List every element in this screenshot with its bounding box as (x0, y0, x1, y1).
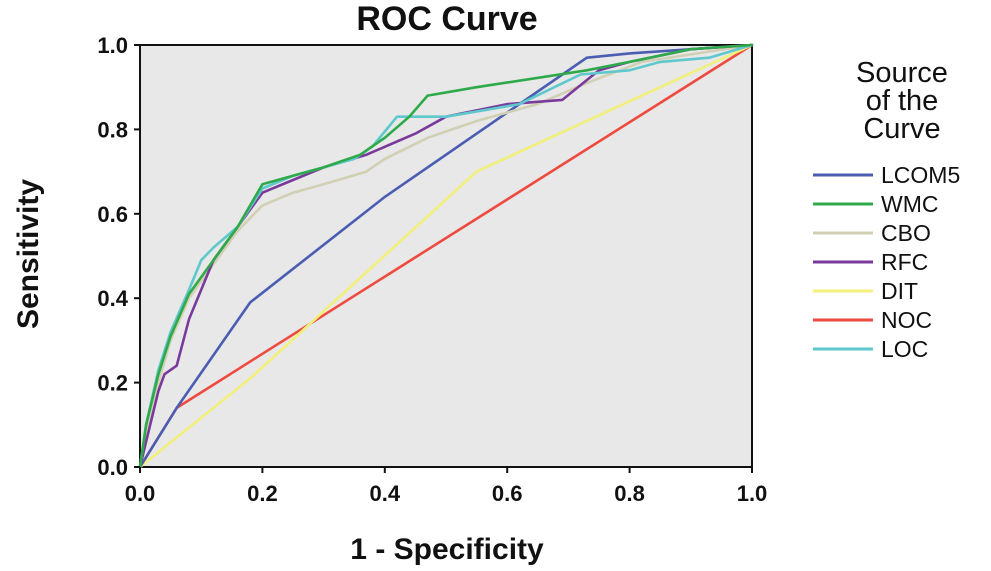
legend-label-dit: DIT (881, 278, 918, 304)
legend: Source of the Curve LCOM5 WMC CBO RFC DIT NOC… (813, 57, 960, 362)
x-tick-label: 0.2 (247, 481, 278, 506)
legend-label-lcom5: LCOM5 (881, 162, 960, 188)
x-axis-label: 1 - Specificity (350, 533, 544, 566)
legend-title-line-1: Source (856, 57, 948, 89)
legend-label-wmc: WMC (881, 191, 938, 217)
x-tick-label: 0.6 (492, 481, 523, 506)
y-tick-label: 0.0 (97, 455, 128, 480)
legend-label-rfc: RFC (881, 249, 928, 275)
chart-title: ROC Curve (356, 0, 537, 38)
x-tick-label: 0.0 (125, 481, 156, 506)
x-tick-label: 0.8 (614, 481, 645, 506)
y-tick-label: 0.6 (97, 202, 128, 227)
axis-ticks: 0.0 0.2 0.4 0.6 0.8 1.0 0.0 0.2 0.4 0.6 0.8 1.0 (97, 33, 767, 506)
y-tick-label: 0.8 (97, 117, 128, 142)
legend-items: LCOM5 WMC CBO RFC DIT NOC LOC (813, 162, 960, 362)
series-line-wmc (138, 43, 754, 469)
x-tick-label: 0.4 (370, 481, 401, 506)
legend-label-noc: NOC (881, 307, 932, 333)
series-line-dit (138, 43, 754, 469)
legend-label-loc: LOC (881, 336, 928, 362)
y-tick-label: 0.4 (97, 286, 128, 311)
series-layer (138, 43, 754, 469)
series-line-lcom5 (138, 43, 754, 469)
plot-area (139, 44, 753, 468)
y-axis-label: Sensitivity (12, 179, 45, 329)
y-tick-label: 0.2 (97, 371, 128, 396)
legend-title-line-3: Curve (863, 113, 940, 145)
legend-title-line-2: of the (866, 85, 939, 117)
y-tick-label: 1.0 (97, 33, 128, 58)
x-tick-label: 1.0 (737, 481, 768, 506)
series-line-rfc (138, 43, 754, 469)
legend-label-cbo: CBO (881, 220, 931, 246)
